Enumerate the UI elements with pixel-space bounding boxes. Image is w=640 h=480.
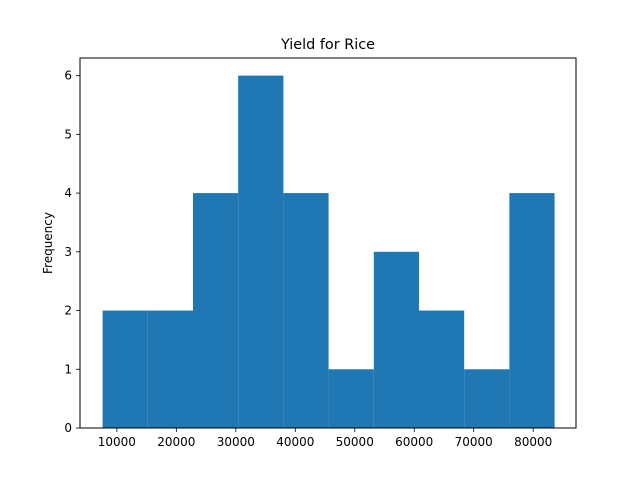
histogram-bars	[102, 75, 555, 428]
axes-frame	[79, 57, 577, 429]
histogram-bar-1	[102, 310, 148, 428]
y-tick-label: 6	[64, 69, 72, 83]
x-tick-label: 20000	[157, 435, 195, 449]
x-tick-label: 70000	[455, 435, 493, 449]
x-tick-label: 50000	[336, 435, 374, 449]
histogram-bar-8	[418, 310, 465, 428]
y-tick-label: 0	[64, 421, 72, 435]
y-tick-label: 3	[64, 245, 72, 259]
chart-title: Yield for Rice	[280, 37, 375, 53]
y-tick-label: 2	[64, 304, 72, 318]
x-tick-label: 60000	[395, 435, 433, 449]
y-tick-label: 5	[64, 127, 72, 141]
histogram-bar-4	[238, 75, 284, 428]
y-tick-label: 1	[64, 362, 72, 376]
y-axis-label: Frequency	[41, 212, 55, 274]
histogram-bar-2	[147, 310, 193, 428]
histogram-bar-3	[192, 193, 239, 428]
histogram-bar-10	[509, 193, 555, 428]
histogram-bar-6	[328, 369, 374, 428]
x-axis-ticks: 10000 20000 30000 40000 50000 60000 70000 80000	[98, 428, 552, 449]
histogram-bar-7	[373, 251, 419, 428]
x-tick-label: 40000	[276, 435, 314, 449]
histogram-bar-5	[283, 193, 329, 428]
x-tick-label: 30000	[217, 435, 255, 449]
x-tick-label: 10000	[98, 435, 136, 449]
y-tick-label: 4	[64, 186, 72, 200]
histogram-bar-9	[464, 369, 510, 428]
x-tick-label: 80000	[514, 435, 552, 449]
y-axis-ticks: 0 1 2 3 4 5 6	[64, 69, 80, 435]
